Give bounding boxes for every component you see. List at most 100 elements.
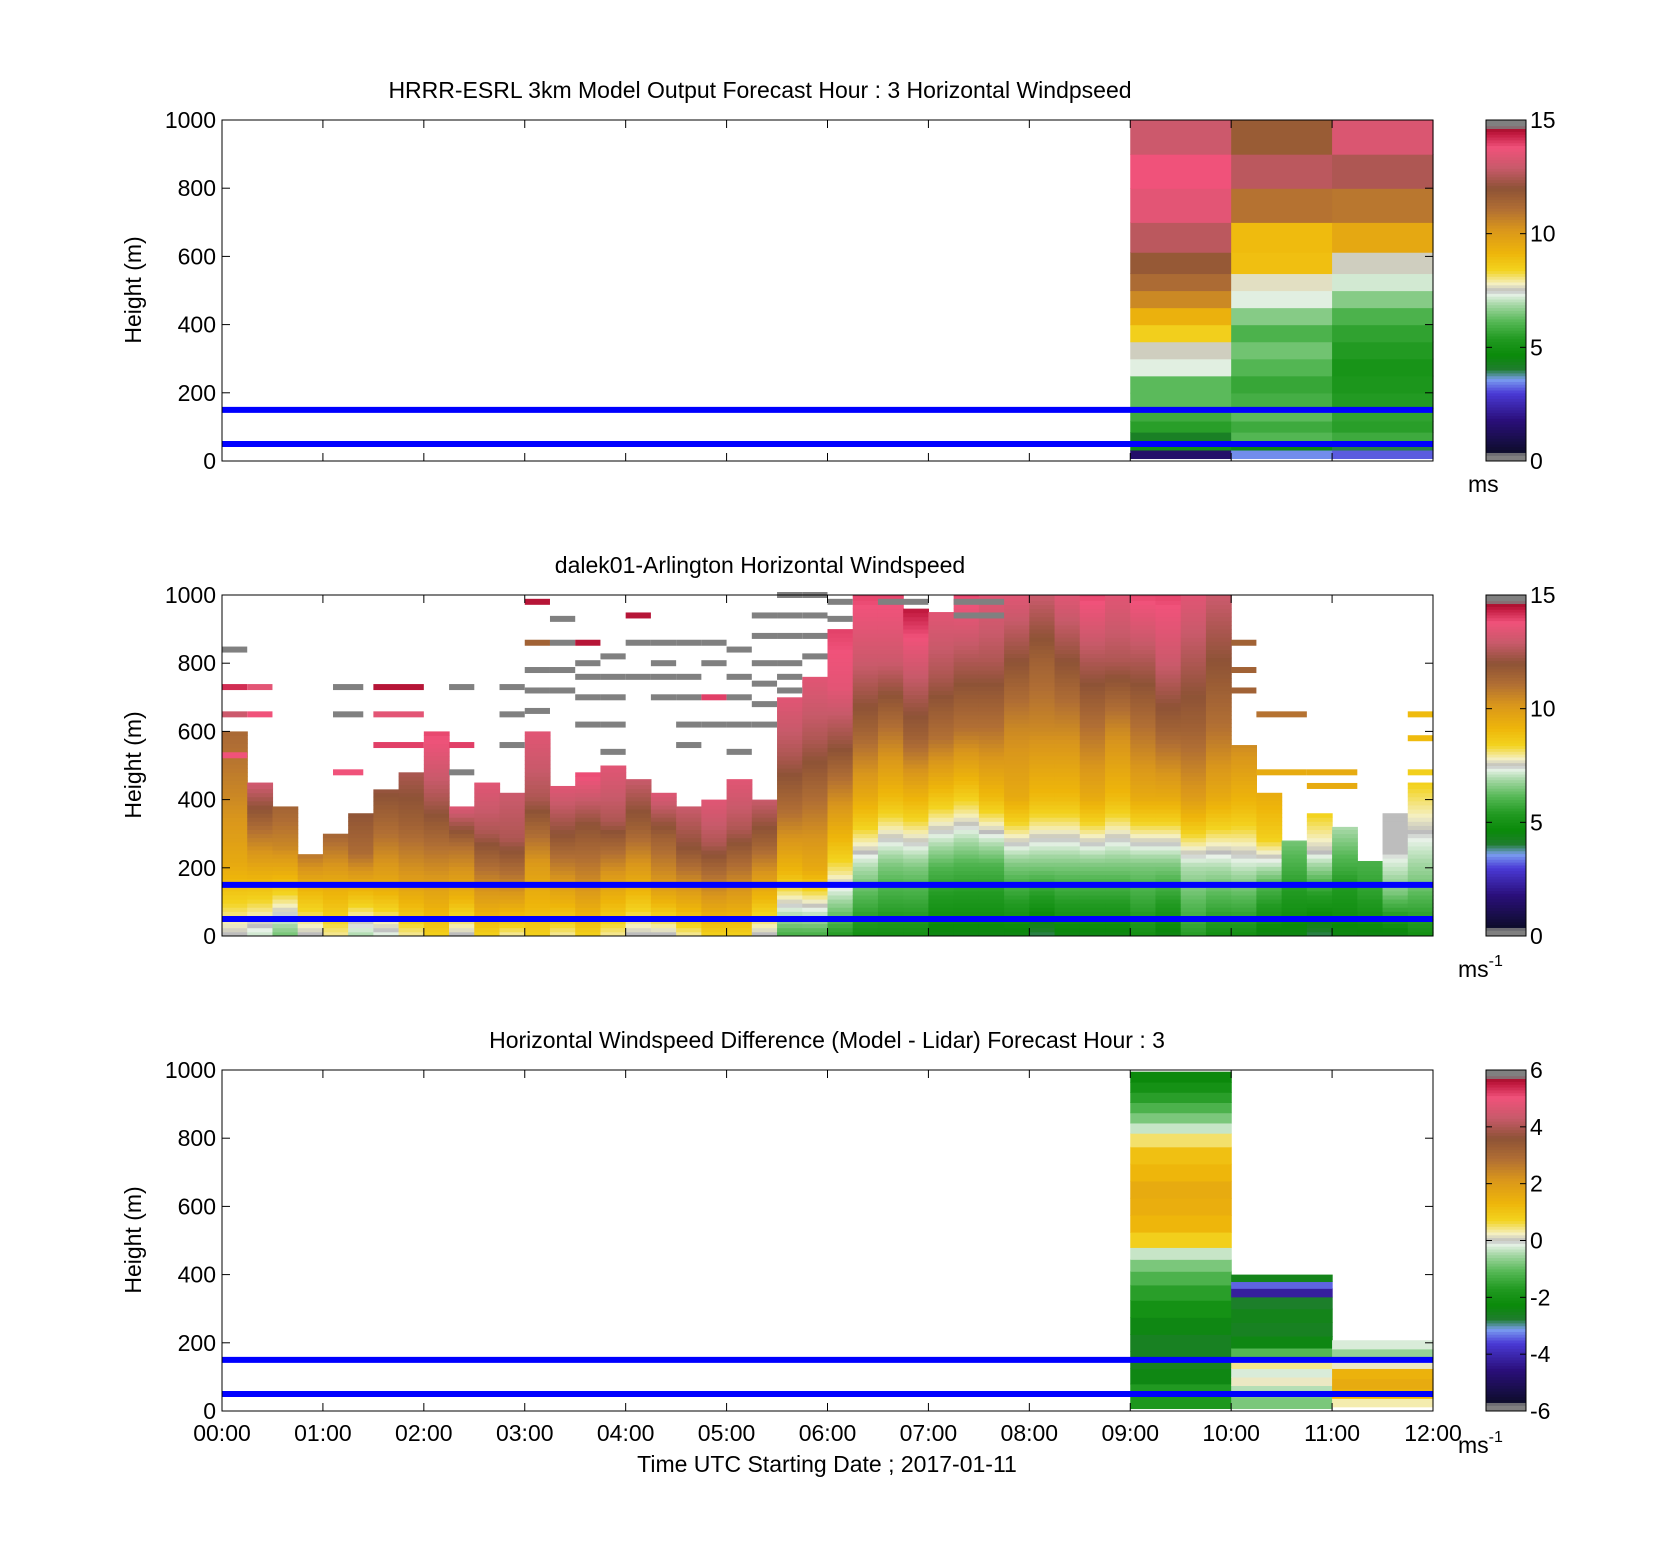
heatmap-cell: [1054, 850, 1081, 855]
heatmap-cell: [272, 870, 299, 876]
colorbar-segment: [1486, 1300, 1526, 1304]
colorbar-segment: [1486, 409, 1526, 414]
heatmap-cell: [852, 854, 879, 859]
heatmap-cell: [701, 907, 728, 912]
colorbar-segment: [1486, 677, 1526, 681]
heatmap-cell: [1281, 866, 1308, 871]
colorbar-segment: [1486, 873, 1526, 877]
heatmap-cell: [423, 895, 450, 900]
colorbar-segment: [1486, 1322, 1526, 1327]
heatmap-cell: [1180, 727, 1207, 732]
heatmap-cell: [877, 776, 904, 781]
heatmap-cell: [499, 845, 526, 851]
heatmap-cell: [903, 694, 930, 700]
heatmap-cell: [953, 772, 980, 777]
heatmap-cell: [1130, 895, 1157, 900]
heatmap-cell: [928, 788, 955, 794]
heatmap-cell: [524, 780, 551, 785]
heatmap-cell: [903, 837, 930, 843]
heatmap-cell: [1079, 837, 1106, 843]
heatmap-cell: [222, 800, 248, 806]
heatmap-cell: [903, 923, 930, 929]
colorbar-segment: [1486, 1362, 1526, 1367]
heatmap-cell: [373, 895, 400, 900]
heatmap-cell: [600, 817, 627, 822]
heatmap-cell: [928, 825, 955, 831]
colorbar-segment: [1486, 796, 1526, 801]
heatmap-cell: [272, 874, 299, 880]
heatmap-cell: [1205, 719, 1232, 724]
heatmap-cell: [1029, 903, 1056, 908]
heatmap-cell: [1357, 866, 1384, 871]
heatmap-cell: [953, 927, 980, 933]
heatmap-cell: [1407, 796, 1434, 802]
heatmap-cell: [1079, 780, 1106, 785]
heatmap-cell: [1407, 809, 1434, 814]
heatmap-cell: [524, 923, 551, 929]
heatmap-cell: [1130, 813, 1157, 818]
heatmap-cell: [1054, 751, 1081, 757]
heatmap-cell: [978, 760, 1005, 765]
heatmap-cell: [1130, 670, 1157, 675]
heatmap-cell: [1180, 899, 1207, 904]
heatmap-cell: [650, 850, 677, 855]
heatmap-cell: [1155, 768, 1182, 773]
heatmap-cell: [928, 641, 955, 646]
heatmap-cell: [777, 899, 803, 904]
heatmap-cell: [802, 805, 829, 810]
heatmap-cell: [1256, 911, 1283, 916]
heatmap-cell: [1079, 600, 1106, 605]
colorbar-segment: [1486, 310, 1526, 314]
heatmap-cell: [852, 845, 879, 851]
heatmap-cell: [524, 833, 551, 839]
colorbar-segment: [1486, 171, 1526, 175]
heatmap-segment: [575, 694, 601, 701]
heatmap-cell: [751, 817, 778, 822]
colorbar-segment: [1486, 1402, 1526, 1406]
heatmap-cell: [398, 784, 425, 790]
heatmap-cell: [474, 809, 501, 814]
heatmap-cell: [1256, 927, 1283, 933]
heatmap-cell: [676, 850, 702, 855]
heatmap-cell: [928, 768, 955, 773]
heatmap-cell: [877, 862, 904, 867]
heatmap-cell: [1332, 449, 1434, 460]
heatmap-cell: [1029, 784, 1056, 790]
heatmap-cell: [1029, 674, 1056, 679]
heatmap-cell: [928, 719, 955, 724]
heatmap-cell: [474, 837, 501, 843]
heatmap-segment: [777, 612, 803, 619]
heatmap-cell: [953, 698, 980, 704]
heatmap-cell: [1105, 866, 1131, 871]
heatmap-cell: [1407, 858, 1434, 863]
heatmap-cell: [1130, 604, 1157, 610]
heatmap-cell: [1180, 723, 1207, 728]
heatmap-cell: [852, 878, 879, 884]
heatmap-cell: [928, 841, 955, 847]
heatmap-cell: [726, 779, 753, 781]
colorbar-segment: [1486, 353, 1526, 357]
heatmap-cell: [1004, 739, 1030, 745]
colorbar-segment: [1486, 1317, 1526, 1321]
heatmap-cell: [1079, 612, 1106, 618]
heatmap-cell: [953, 780, 980, 785]
heatmap-cell: [827, 858, 854, 863]
heatmap-cell: [297, 903, 324, 908]
heatmap-cell: [322, 886, 349, 892]
panel-model-x-ticks: [221, 120, 1434, 461]
colorbar-segment: [1486, 1212, 1526, 1216]
heatmap-cell: [297, 911, 324, 916]
heatmap-cell: [1205, 608, 1232, 614]
heatmap-cell: [1105, 608, 1131, 614]
heatmap-cell: [1332, 252, 1434, 275]
heatmap-cell: [322, 927, 349, 933]
heatmap-cell: [827, 772, 854, 777]
heatmap-cell: [247, 862, 274, 867]
heatmap-cell: [1155, 776, 1182, 781]
y-tick-label: 1000: [165, 582, 216, 608]
colorbar-segment: [1486, 247, 1526, 252]
heatmap-cell: [222, 772, 248, 777]
heatmap-cell: [499, 866, 526, 871]
heatmap-cell: [1054, 792, 1081, 798]
heatmap-cell: [575, 829, 602, 835]
